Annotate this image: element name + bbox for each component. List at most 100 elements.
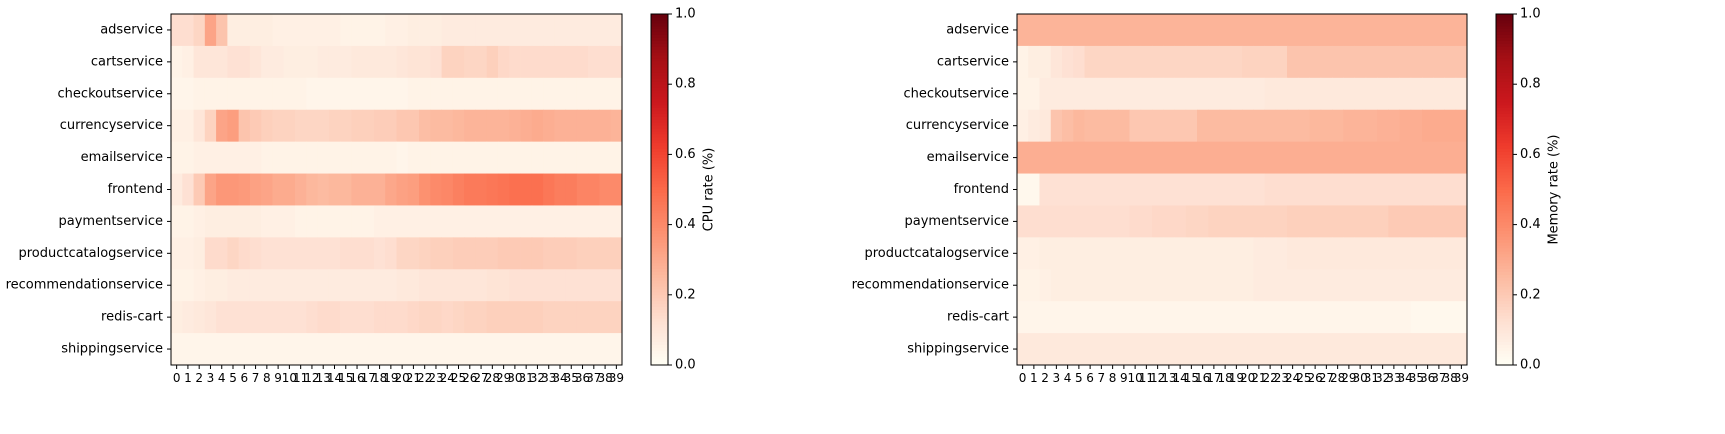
colorbar-segment (651, 160, 668, 164)
heatmap-cell (1410, 109, 1423, 143)
x-tick-label: 37 (586, 371, 601, 385)
heatmap-cell (1275, 141, 1288, 174)
heatmap-cell (1242, 237, 1254, 270)
heatmap-cell (1275, 269, 1288, 302)
heatmap-cell (1208, 141, 1220, 174)
heatmap-cell (373, 141, 386, 174)
colorbar-segment (1496, 169, 1513, 173)
colorbar-segment (651, 72, 668, 76)
heatmap-cell (1118, 141, 1130, 174)
heatmap-cell (486, 77, 499, 111)
heatmap-cell (171, 45, 183, 79)
heatmap-cell (1219, 237, 1232, 270)
heatmap-cell (362, 109, 375, 143)
heatmap-cell (340, 45, 352, 79)
heatmap-cell (1433, 333, 1445, 366)
colorbar-segment (651, 104, 668, 109)
colorbar-segment (1496, 84, 1513, 88)
heatmap-cell (407, 77, 420, 111)
heatmap-cell (452, 269, 465, 302)
heatmap-cell (216, 205, 228, 238)
colorbar: 0.0 0.2 0.4 0.6 0.8 1.0 CPU rate (%) (650, 7, 717, 373)
heatmap-cell (486, 173, 499, 206)
colorbar-segment (651, 148, 668, 152)
heatmap-cell (610, 333, 623, 366)
heatmap-cell (193, 205, 206, 238)
colorbar-segment (1496, 154, 1513, 158)
heatmap-cell (1422, 269, 1434, 302)
heatmap-cell (1399, 173, 1412, 206)
heatmap-cell (1017, 45, 1029, 79)
heatmap-cell (238, 237, 251, 270)
colorbar-segment (651, 268, 668, 272)
heatmap-cell (340, 237, 352, 270)
colorbar-segment (651, 315, 668, 319)
y-tick-label: frontend (954, 182, 1009, 197)
heatmap-cell (464, 109, 476, 143)
heatmap-cell (351, 333, 364, 366)
heatmap-cell (1197, 237, 1209, 270)
heatmap-cell (1152, 269, 1164, 302)
colorbar-label: Memory rate (%) (1547, 134, 1562, 244)
heatmap-cell (261, 333, 273, 366)
heatmap-cell (1377, 301, 1389, 334)
heatmap-cell (1444, 269, 1457, 302)
colorbar-segment (1496, 101, 1513, 106)
heatmap-cell (1073, 269, 1085, 302)
heatmap-cell (1287, 269, 1299, 302)
heatmap-cell (1354, 77, 1367, 111)
heatmap-cell (1365, 109, 1378, 143)
heatmap-cell (1388, 14, 1400, 47)
colorbar-segment (651, 92, 668, 97)
colorbar-segment (651, 329, 668, 334)
heatmap-cell (351, 14, 364, 47)
heatmap-cell (283, 14, 296, 47)
x-tick-label: 6 (240, 371, 248, 385)
heatmap-cell (554, 333, 567, 366)
heatmap-cell (543, 141, 555, 174)
colorbar-segment (1496, 98, 1513, 103)
colorbar-segment (651, 201, 668, 205)
x-tick-label: 5 (229, 371, 237, 385)
heatmap-cell (272, 14, 285, 47)
heatmap-cell (1343, 109, 1355, 143)
x-tick-label: 0 (173, 371, 181, 385)
heatmap-cell (295, 301, 307, 334)
heatmap-cell (1107, 301, 1119, 334)
heatmap-cell (1444, 45, 1457, 79)
heatmap-cell (475, 205, 488, 238)
heatmap-cell (452, 77, 465, 111)
heatmap-cell (1050, 205, 1063, 238)
colorbar-segment (1496, 207, 1513, 211)
heatmap-cell (249, 141, 262, 174)
heatmap-cell (599, 237, 612, 270)
x-tick-label: 15 (338, 371, 353, 385)
heatmap-cell (396, 205, 409, 238)
heatmap-cell (610, 237, 623, 270)
heatmap-cell (238, 205, 251, 238)
heatmap-cell (1422, 205, 1434, 238)
heatmap-cell (182, 269, 194, 302)
colorbar-segment (651, 204, 668, 208)
heatmap-cell (193, 77, 206, 111)
heatmap-cell (227, 14, 240, 47)
heatmap-cell (1388, 301, 1400, 334)
colorbar-segment (1496, 277, 1513, 281)
heatmap-cell (565, 173, 578, 206)
colorbar-segment (1496, 122, 1513, 126)
heatmap-cell (1208, 173, 1220, 206)
heatmap-cell (475, 109, 488, 143)
heatmap-cell (182, 109, 194, 143)
heatmap-cell (317, 269, 330, 302)
heatmap-cell (1140, 237, 1153, 270)
heatmap-cell (407, 205, 420, 238)
heatmap-cell (1343, 269, 1355, 302)
colorbar-segment (1496, 227, 1513, 231)
x-tick-label: 1 (1030, 371, 1038, 385)
heatmap-cell (373, 14, 386, 47)
heatmap-cell (362, 77, 375, 111)
colorbar-segment (651, 25, 668, 30)
heatmap-cell (1163, 109, 1175, 143)
heatmap-cell (1197, 173, 1209, 206)
colorbar-tick-label: 0.4 (675, 217, 696, 232)
